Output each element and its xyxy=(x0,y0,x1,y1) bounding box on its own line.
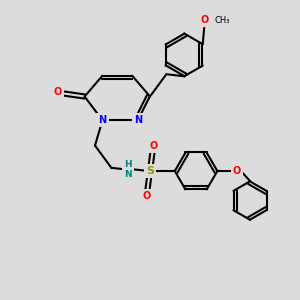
Text: CH₃: CH₃ xyxy=(214,16,230,25)
Text: N: N xyxy=(134,115,142,125)
Text: O: O xyxy=(142,191,150,201)
Text: N: N xyxy=(98,115,106,125)
Text: H
N: H N xyxy=(124,160,131,179)
Text: O: O xyxy=(200,15,208,26)
Text: O: O xyxy=(54,87,62,97)
Text: O: O xyxy=(150,140,158,151)
Text: O: O xyxy=(233,166,241,176)
Text: S: S xyxy=(146,166,154,176)
